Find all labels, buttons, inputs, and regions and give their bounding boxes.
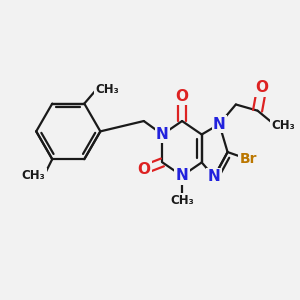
Text: O: O (255, 80, 268, 95)
Text: Br: Br (239, 152, 257, 166)
Text: CH₃: CH₃ (170, 194, 194, 207)
Text: N: N (208, 169, 220, 184)
Text: N: N (213, 117, 226, 132)
Text: CH₃: CH₃ (272, 119, 295, 132)
Text: N: N (176, 168, 188, 183)
Text: CH₃: CH₃ (95, 82, 119, 96)
Text: CH₃: CH₃ (22, 169, 46, 182)
Text: O: O (176, 89, 189, 104)
Text: N: N (156, 127, 169, 142)
Text: O: O (137, 162, 150, 177)
